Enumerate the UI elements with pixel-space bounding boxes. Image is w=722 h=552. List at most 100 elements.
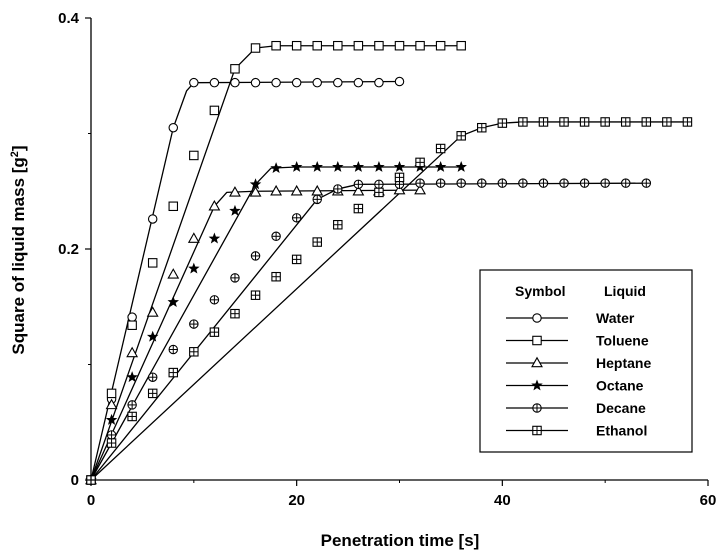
- marker-ethanol: [456, 131, 466, 141]
- y-tick-label: 0: [71, 472, 79, 489]
- marker-heptane: [290, 184, 303, 196]
- marker-ethanol: [579, 117, 590, 127]
- plot-markers: [85, 40, 693, 485]
- legend-entries: Water Toluene Heptane Octane Decane Ethanol: [506, 310, 651, 439]
- marker-decane: [477, 178, 487, 188]
- legend-label-water: Water: [596, 310, 635, 326]
- marker-decane: [394, 179, 405, 190]
- marker-octane: [208, 232, 221, 244]
- legend-label-ethanol: Ethanol: [596, 423, 647, 439]
- marker-ethanol: [353, 203, 364, 214]
- marker-decane: [106, 430, 117, 440]
- marker-decane: [579, 178, 590, 188]
- legend-entry-water: Water: [506, 310, 635, 326]
- marker-heptane: [414, 183, 427, 195]
- legend-label-heptane: Heptane: [596, 355, 651, 371]
- marker-toluene: [168, 201, 179, 212]
- marker-ethanol: [127, 411, 137, 422]
- x-tick-label: 60: [700, 492, 717, 509]
- marker-ethanol: [435, 143, 446, 154]
- marker-ethanol: [620, 117, 631, 127]
- marker-water: [209, 77, 220, 88]
- marker-toluene: [250, 43, 261, 53]
- marker-water: [271, 77, 281, 88]
- series-line-heptane: [90, 189, 421, 481]
- marker-toluene: [271, 40, 281, 51]
- marker-octane: [105, 413, 118, 425]
- marker-ethanol: [291, 254, 302, 265]
- marker-decane: [559, 178, 569, 188]
- marker-heptane: [270, 184, 283, 196]
- marker-heptane: [352, 184, 365, 196]
- marker-toluene: [209, 105, 220, 116]
- marker-octane: [188, 262, 200, 274]
- marker-ethanol: [271, 271, 281, 282]
- series-line-water: [90, 80, 400, 481]
- marker-ethanol: [600, 117, 610, 127]
- marker-toluene: [435, 40, 446, 51]
- marker-toluene: [374, 40, 384, 51]
- marker-ethanol: [106, 438, 117, 448]
- marker-octane: [373, 160, 385, 172]
- y-tick-label: 0.4: [58, 10, 80, 27]
- marker-ethanol: [147, 388, 158, 399]
- legend: Symbol Liquid Water Toluene Heptane Octane D…: [479, 269, 693, 453]
- marker-ethanol: [559, 117, 569, 127]
- marker-water: [394, 76, 405, 87]
- legend-header-liquid: Liquid: [604, 283, 646, 299]
- x-tick-label: 0: [87, 492, 95, 509]
- legend-marker-heptane: [531, 356, 543, 368]
- marker-octane: [249, 178, 262, 190]
- marker-toluene: [312, 40, 322, 51]
- marker-octane: [332, 160, 344, 172]
- marker-heptane: [187, 232, 200, 243]
- series-line-octane: [90, 166, 462, 481]
- marker-water: [374, 77, 384, 88]
- marker-decane: [209, 295, 220, 305]
- marker-decane: [600, 178, 610, 188]
- marker-ethanol: [394, 172, 405, 183]
- axes: 0 20 40 60 0 0.2 0.4: [58, 10, 716, 509]
- legend-marker-octane: [531, 379, 543, 391]
- marker-ethanol: [168, 367, 179, 378]
- marker-water: [147, 214, 158, 224]
- marker-heptane: [229, 186, 241, 197]
- marker-decane: [497, 178, 508, 188]
- marker-water: [127, 312, 137, 322]
- legend-label-decane: Decane: [596, 400, 646, 416]
- marker-ethanol: [312, 237, 322, 247]
- marker-ethanol: [662, 117, 672, 127]
- marker-water: [250, 77, 261, 88]
- marker-decane: [333, 184, 343, 194]
- marker-toluene: [127, 320, 137, 330]
- y-axis-title-sup: 2: [9, 151, 21, 157]
- y-axis-title-main: Square of liquid mass [g: [9, 157, 28, 354]
- marker-heptane: [393, 183, 406, 195]
- legend-marker-water: [532, 313, 542, 323]
- marker-toluene: [333, 40, 343, 51]
- legend-label-toluene: Toluene: [596, 333, 649, 349]
- legend-header-symbol: Symbol: [515, 283, 566, 299]
- marker-octane: [434, 160, 447, 172]
- marker-decane: [518, 178, 528, 188]
- x-axis-title: Penetration time [s]: [321, 531, 480, 550]
- marker-toluene: [147, 258, 158, 268]
- marker-heptane: [167, 268, 180, 279]
- marker-octane: [229, 204, 241, 216]
- marker-water: [353, 77, 364, 88]
- marker-ethanol: [538, 117, 549, 127]
- legend-entry-heptane: Heptane: [506, 355, 651, 371]
- marker-ethanol: [374, 187, 384, 198]
- y-tick-label: 0.2: [58, 241, 79, 258]
- marker-toluene: [106, 388, 117, 399]
- legend-entry-octane: Octane: [506, 378, 644, 394]
- marker-decane: [250, 251, 261, 261]
- x-tick-label: 20: [288, 492, 305, 509]
- marker-octane: [393, 160, 406, 172]
- marker-water: [189, 77, 199, 88]
- marker-octane: [126, 371, 138, 383]
- marker-octane: [352, 160, 365, 172]
- legend-entry-toluene: Toluene: [506, 333, 649, 349]
- marker-toluene: [291, 40, 302, 51]
- x-tick-label: 40: [494, 492, 511, 509]
